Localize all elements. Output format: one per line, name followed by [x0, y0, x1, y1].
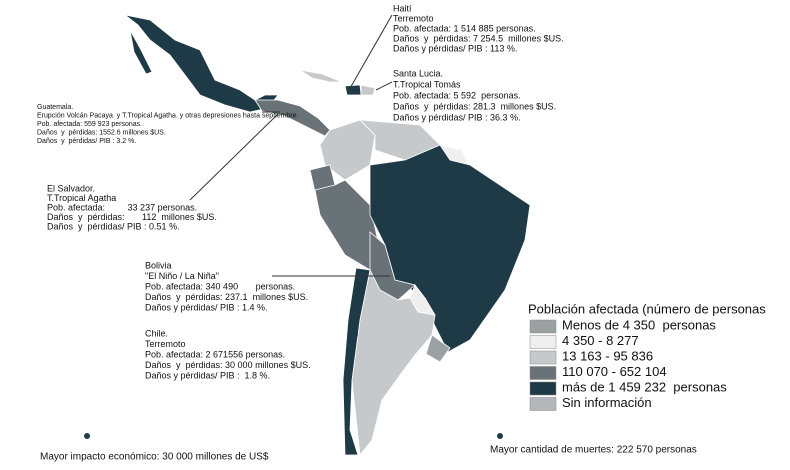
annotation-line: Daños y pérdidas: 1552.6 millones $US.: [37, 130, 166, 137]
annotation-line: Bolivia: [145, 260, 172, 270]
annotation-line: Daños y pérdidas: 281.3 millones $US.: [393, 101, 556, 111]
annotation-line: Daños y pérdidas/ PIB : 1.4 %.: [145, 302, 268, 312]
legend-label: Menos de 4 350 personas: [562, 318, 716, 333]
annotation-line: Daños y pérdidas: 30 000 millones $US.: [145, 360, 311, 370]
annotation-line: Pob. afectada: 559 923 personas.: [37, 121, 142, 128]
uruguay: [425, 334, 451, 363]
legend-label: 4 350 - 8 277: [562, 333, 639, 348]
annotation-line: Daños y pérdidas: 7 254.5 millones $US.: [393, 33, 564, 43]
annotation-line: Daños y pérdidas/ PIB : 113 %.: [393, 43, 517, 53]
legend-swatch: [529, 319, 557, 334]
haiti: [344, 84, 362, 96]
annotation-line: Pob. afectada: 2 671556 personas.: [145, 349, 285, 359]
legend-swatch: [529, 350, 557, 365]
legend-swatch: [529, 335, 557, 349]
dominican: [360, 84, 376, 96]
annotation-line: Guatemala.: [37, 104, 73, 111]
footer-right: Mayor cantidad de muertes: 222 570 perso…: [490, 444, 697, 455]
marker: [497, 433, 503, 439]
baja: [129, 29, 153, 75]
chile: [342, 267, 371, 456]
leader-line: [348, 14, 393, 91]
leaders: [189, 14, 393, 277]
annotation-line: Haití: [393, 3, 412, 13]
annotation-line: Pob. afectada: 5 592 personas.: [393, 90, 521, 100]
legend-swatch: [529, 397, 557, 411]
annotation-line: Terremoto: [393, 13, 434, 23]
marker: [84, 433, 90, 439]
annotation-line: Pob. afectada: 33 237 personas.: [47, 202, 197, 212]
argentina: [351, 268, 436, 457]
annotation-line: T.Tropical Tomás: [393, 79, 461, 89]
annotation-line: "El Niño / La Niña": [145, 271, 219, 281]
annotation-line: Chile.: [145, 328, 168, 338]
annotation-line: Erupción Volcán Pacaya y T.Tropical Agat…: [37, 113, 299, 120]
marker: [348, 329, 358, 339]
annotation-line: El Salvador.: [47, 183, 95, 193]
legend-swatch: [529, 366, 557, 380]
legend-label: 110 070 - 652 104: [562, 364, 667, 379]
land: [124, 14, 531, 457]
annotation-line: Daños y pérdidas: 237.1 millones $US.: [145, 292, 308, 302]
annotation-line: Daños y pérdidas/ PIB : 36.3 %.: [393, 112, 521, 122]
annotation-line: Terremoto: [145, 339, 186, 349]
central-america: [254, 99, 331, 137]
legend-swatch: [529, 381, 557, 396]
annotation-line: Daños y pérdidas: 112 millones $US.: [47, 212, 217, 222]
leader-line: [189, 113, 279, 201]
annotation-line: Pob. afectada: 1 514 885 personas.: [393, 23, 536, 33]
legend-label: Sin información: [562, 395, 652, 410]
annotation-line: Daños y pérdidas/ PIB : 1.8 %.: [145, 370, 270, 380]
legend-label: más de 1 459 232 personas: [562, 380, 727, 395]
annotation-line: Pob. afectada: 340 490 personas.: [145, 281, 295, 291]
annotation-line: Santa Lucia.: [393, 68, 443, 78]
annotation-line: Daños y pérdidas/ PIB : 3.2 %.: [37, 138, 136, 145]
legend-label: 13 163 - 95 836: [562, 349, 653, 364]
footer-left: Mayor impacto económico: 30 000 millones…: [40, 451, 269, 462]
annotation-line: T.Tropical Agatha: [47, 193, 116, 203]
legend-title: Población afectada (número de personas: [528, 302, 766, 317]
annotation-line: Daños y pérdidas/ PIB : 0.51 %.: [47, 221, 180, 231]
cuba: [299, 69, 343, 83]
leader-line: [375, 81, 393, 91]
